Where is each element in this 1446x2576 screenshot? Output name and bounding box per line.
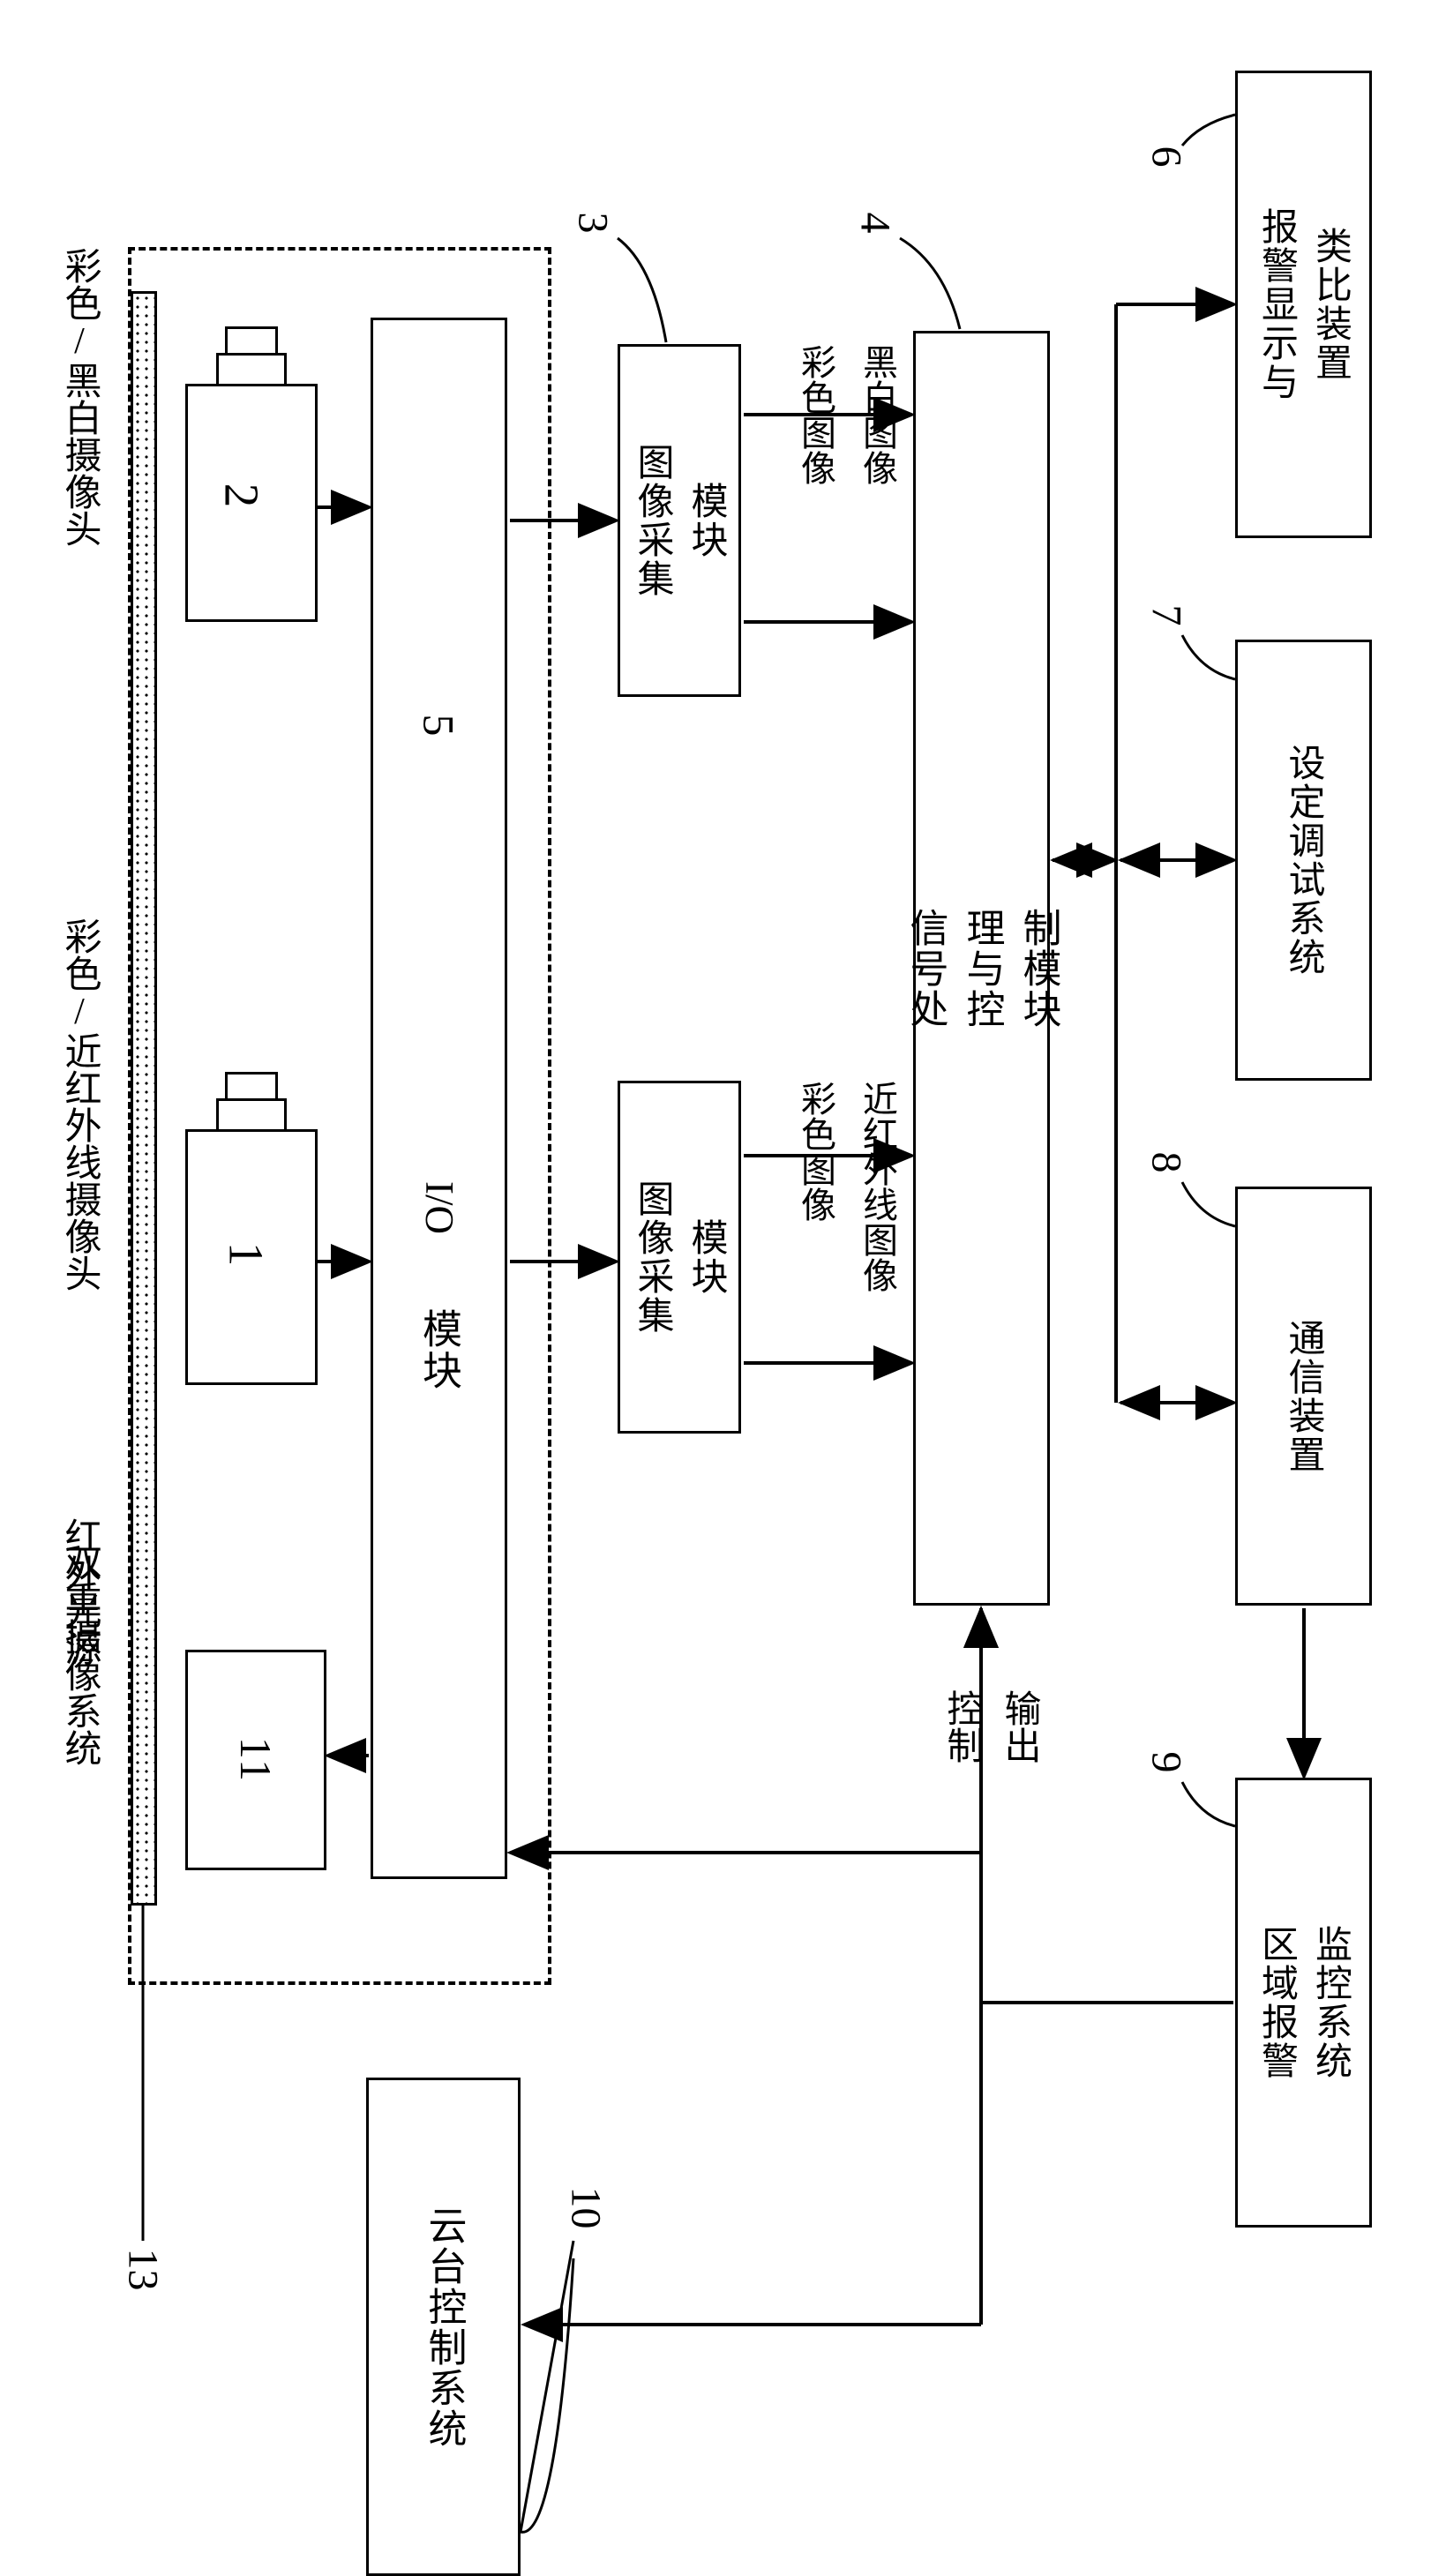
arrows — [0, 0, 1446, 2339]
